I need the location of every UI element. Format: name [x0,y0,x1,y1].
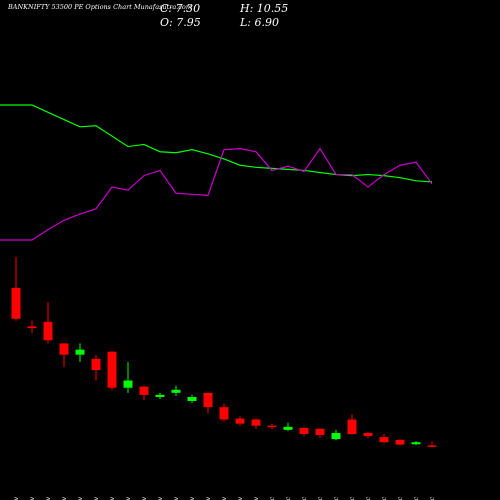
candle-body [219,407,229,420]
x-tick-label: 02 Dec [269,496,276,500]
candle-body [427,445,437,447]
candle-body [203,392,213,408]
x-tick-label: 12 Nov [61,496,68,500]
candle-body [251,419,261,426]
candle-body [235,418,245,424]
candle-body [27,326,37,328]
x-tick-label: 27 Nov [221,496,228,500]
candle-body [171,389,181,393]
x-tick-label: 19 Nov [125,496,132,500]
x-tick-label: 16 Dec [429,496,436,500]
x-tick-label: 04 Dec [301,496,308,500]
candle-body [11,287,21,319]
candle-body [155,394,165,397]
x-tick-label: 08 Nov [29,496,36,500]
candle-body [59,343,69,355]
x-tick-label: 11 Dec [381,496,388,500]
x-tick-label: 26 Nov [205,496,212,500]
candle-body [187,396,197,402]
candle-body [331,432,341,440]
x-tick-label: 05 Dec [317,496,324,500]
x-tick-label: 03 Dec [285,496,292,500]
candle-body [395,439,405,445]
candle-body [75,349,85,355]
x-tick-label: 21 Nov [157,496,164,500]
high-label: H: 10.55 [239,2,288,15]
candle-body [123,380,133,388]
candle-body [139,386,149,395]
x-tick-label: 11 Nov [45,496,52,500]
candle-body [315,428,325,435]
x-tick-label: 20 Nov [141,496,148,500]
close-label: C: 7.30 [160,2,200,15]
open-label: O: 7.95 [160,16,201,29]
candle-body [107,351,117,388]
indicator-line [0,104,433,183]
candle-body [43,321,53,341]
low-label: L: 6.90 [239,16,279,29]
x-tick-label: 12 Dec [397,496,404,500]
candle-body [411,442,421,445]
candle-body [283,426,293,430]
x-tick-label: 10 Dec [365,496,372,500]
x-tick-label: 14 Nov [93,496,100,500]
x-tick-label: 13 Nov [77,496,84,500]
candle-body [299,427,309,435]
chart-title: BANKNIFTY 53500 PE Options Chart Munafas… [7,3,192,11]
x-tick-label: 25 Nov [189,496,196,500]
x-tick-label: 28 Nov [237,496,244,500]
candle-body [363,432,373,437]
candle-body [379,437,389,443]
x-tick-label: 07 Nov [13,496,20,500]
candle-body [267,425,277,428]
x-tick-label: 13 Dec [413,496,420,500]
x-tick-label: 06 Dec [333,496,340,500]
x-tick-label: 29 Nov [253,496,260,500]
candle-body [347,419,357,435]
indicator-line [0,147,433,241]
candle-body [91,358,101,371]
x-tick-label: 18 Nov [109,496,116,500]
x-tick-label: 22 Nov [173,496,180,500]
x-tick-label: 09 Dec [349,496,356,500]
